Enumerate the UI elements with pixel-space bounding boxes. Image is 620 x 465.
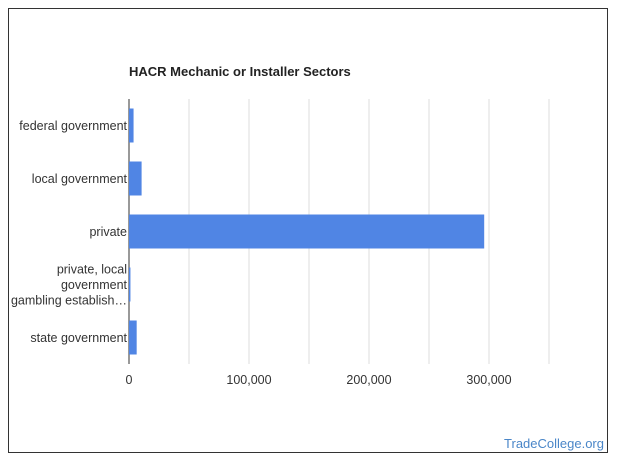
category-label: private, local government gambling establi… bbox=[11, 263, 128, 308]
source-link[interactable]: TradeCollege.org bbox=[504, 436, 604, 451]
category-label: private bbox=[89, 225, 127, 239]
category-label: state government bbox=[30, 331, 127, 345]
x-tick-label: 300,000 bbox=[466, 373, 511, 387]
bars bbox=[129, 108, 485, 355]
chart-title: HACR Mechanic or Installer Sectors bbox=[129, 64, 351, 79]
x-tick-label: 0 bbox=[126, 373, 133, 387]
category-labels: federal government local government privat… bbox=[11, 119, 128, 345]
bar[interactable] bbox=[129, 161, 142, 196]
x-tick-label: 200,000 bbox=[346, 373, 391, 387]
x-tick-label: 100,000 bbox=[226, 373, 271, 387]
category-label: federal government bbox=[19, 119, 127, 133]
bar[interactable] bbox=[129, 320, 137, 355]
bar[interactable] bbox=[129, 108, 134, 143]
category-label: local government bbox=[32, 172, 128, 186]
bar[interactable] bbox=[129, 267, 131, 302]
bar[interactable] bbox=[129, 214, 485, 249]
x-tick-labels: 0 100,000 200,000 300,000 bbox=[126, 373, 512, 387]
